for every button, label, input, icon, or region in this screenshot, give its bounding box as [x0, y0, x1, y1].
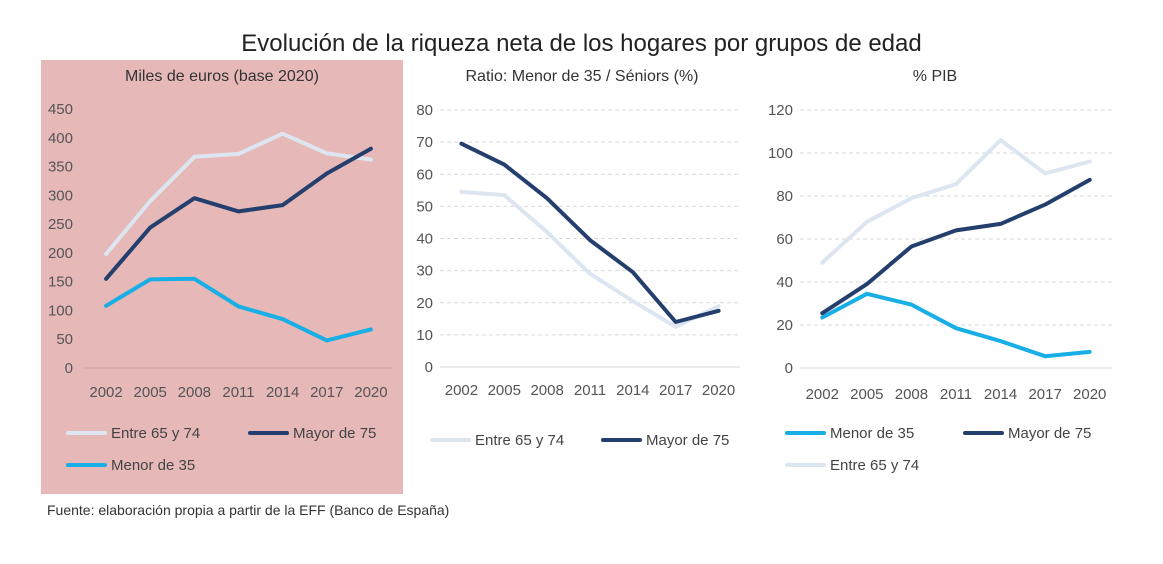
chart2-ytick-label: 10 — [416, 327, 433, 344]
chart2-xtick-label: 2011 — [574, 382, 606, 399]
chart1-ytick-label: 450 — [48, 101, 73, 118]
chart3-xtick-label: 2014 — [984, 386, 1017, 403]
chart1-legend-label: Mayor de 75 — [293, 425, 376, 442]
chart2-xtick-label: 2008 — [530, 382, 563, 399]
chart2-ytick-label: 60 — [416, 166, 433, 183]
chart2-series-line-1 — [459, 189, 721, 329]
chart3-ytick-label: 120 — [768, 102, 793, 119]
chart3-xtick-label: 2011 — [940, 386, 972, 403]
chart1-ytick-label: 200 — [48, 245, 73, 262]
chart2-ytick-label: 30 — [416, 263, 433, 280]
chart1-ytick-label: 250 — [48, 216, 73, 233]
chart1-legend-label: Entre 65 y 74 — [111, 425, 200, 442]
chart1-ytick-label: 400 — [48, 130, 73, 147]
source-note: Fuente: elaboración propia a partir de l… — [47, 502, 450, 518]
chart2-ytick-label: 80 — [416, 102, 433, 119]
chart1-xtick-label: 2017 — [310, 384, 343, 401]
chart2-ytick-label: 20 — [416, 295, 433, 312]
chart3-series-line-1 — [820, 291, 1092, 359]
chart1-xtick-label: 2008 — [178, 384, 211, 401]
chart3-title: % PIB — [913, 68, 957, 85]
chart3-ytick-label: 100 — [768, 145, 793, 162]
chart3-xtick-label: 2005 — [850, 386, 883, 403]
chart3-ytick-label: 60 — [776, 231, 793, 248]
chart3-ytick-label: 20 — [776, 317, 793, 334]
chart3-xtick-label: 2008 — [895, 386, 928, 403]
chart3-legend-label: Mayor de 75 — [1008, 425, 1091, 442]
chart1-xtick-label: 2014 — [266, 384, 299, 401]
main-title: Evolución de la riqueza neta de los hoga… — [241, 30, 922, 57]
chart1-ytick-label: 0 — [65, 360, 73, 377]
panel-1-background — [41, 60, 403, 494]
chart3-ytick-label: 0 — [785, 360, 793, 377]
chart3-series-line-3 — [820, 138, 1092, 265]
chart2-xtick-label: 2017 — [659, 382, 692, 399]
chart2-legend-label: Entre 65 y 74 — [475, 432, 564, 449]
chart1-xtick-label: 2020 — [354, 384, 387, 401]
chart1-ytick-label: 150 — [48, 274, 73, 291]
chart3-xtick-label: 2017 — [1028, 386, 1061, 403]
chart3-series-line-2 — [820, 177, 1092, 316]
chart3-ytick-label: 80 — [776, 188, 793, 205]
chart2-xtick-label: 2020 — [702, 382, 735, 399]
chart2-ytick-label: 0 — [425, 359, 433, 376]
chart2-series-line-2 — [459, 141, 721, 324]
chart3-ytick-label: 40 — [776, 274, 793, 291]
chart1-series-line-1 — [104, 131, 373, 256]
chart1-xtick-label: 2005 — [134, 384, 167, 401]
chart2-xtick-label: 2005 — [488, 382, 521, 399]
chart2-ytick-label: 40 — [416, 231, 433, 248]
chart1-legend-label: Menor de 35 — [111, 457, 195, 474]
chart3-xtick-label: 2020 — [1073, 386, 1106, 403]
chart2-ytick-label: 50 — [416, 198, 433, 215]
chart1-ytick-label: 300 — [48, 187, 73, 204]
chart2-xtick-label: 2002 — [445, 382, 478, 399]
chart1-xtick-label: 2002 — [89, 384, 122, 401]
chart1-series-line-3 — [104, 276, 373, 343]
chart1-series-line-2 — [104, 146, 373, 281]
chart2-title: Ratio: Menor de 35 / Séniors (%) — [466, 68, 699, 85]
chart3-legend-label: Entre 65 y 74 — [830, 457, 919, 474]
chart3-xtick-label: 2002 — [806, 386, 839, 403]
chart1-ytick-label: 50 — [56, 331, 73, 348]
chart1-xtick-label: 2011 — [222, 384, 254, 401]
chart3-legend-label: Menor de 35 — [830, 425, 914, 442]
chart2-xtick-label: 2014 — [616, 382, 649, 399]
chart1-ytick-label: 350 — [48, 159, 73, 176]
chart2-ytick-label: 70 — [416, 134, 433, 151]
chart1-title: Miles de euros (base 2020) — [125, 68, 319, 85]
chart2-legend-label: Mayor de 75 — [646, 432, 729, 449]
chart1-ytick-label: 100 — [48, 302, 73, 319]
